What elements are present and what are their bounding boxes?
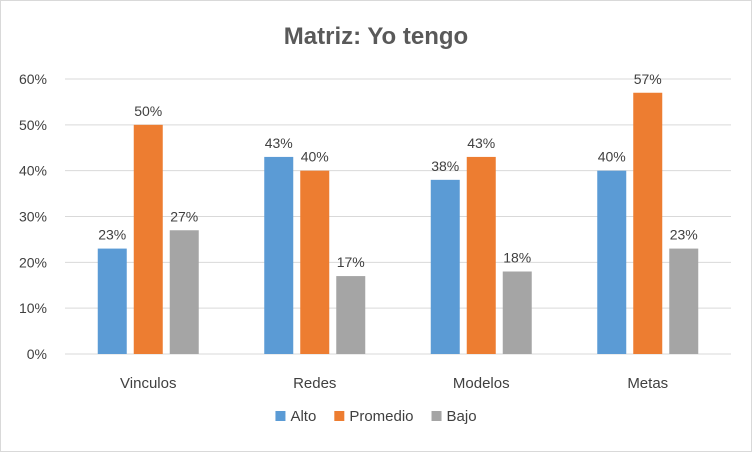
legend-swatch <box>334 411 345 421</box>
y-tick-label: 20% <box>19 254 47 270</box>
x-category-label: Vinculos <box>120 375 176 392</box>
data-label: 18% <box>503 250 531 266</box>
bars <box>97 92 699 354</box>
y-tick-label: 30% <box>19 209 47 225</box>
y-tick-label: 0% <box>27 346 47 362</box>
data-label: 38% <box>431 158 459 174</box>
legend-item-bajo: Bajo <box>431 408 477 425</box>
data-label: 43% <box>467 135 495 151</box>
y-tick-label: 50% <box>19 117 47 133</box>
y-tick-label: 10% <box>19 300 47 316</box>
y-tick-label: 40% <box>19 163 47 179</box>
y-axis-ticks: 0% 10% 20% 30% 40% 50% 60% <box>19 71 47 362</box>
data-label: 50% <box>134 103 162 119</box>
gridlines <box>65 78 731 355</box>
chart-title: Matriz: Yo tengo <box>284 23 468 50</box>
legend-swatch <box>275 411 286 421</box>
bar-bajo-modelos <box>502 271 532 354</box>
bar-alto-vinculos <box>97 248 127 354</box>
x-axis-categories: Vinculos Redes Modelos Metas <box>120 375 668 392</box>
bar-promedio-redes <box>300 170 330 354</box>
data-label: 40% <box>301 149 329 165</box>
x-category-label: Modelos <box>453 375 510 392</box>
bar-alto-metas <box>597 170 627 354</box>
bar-alto-redes <box>264 156 294 354</box>
legend-label: Bajo <box>447 408 477 425</box>
bar-bajo-redes <box>336 276 366 354</box>
data-label: 57% <box>634 71 662 87</box>
bar-alto-modelos <box>430 179 460 354</box>
bar-promedio-metas <box>633 92 663 354</box>
legend-item-promedio: Promedio <box>334 408 414 425</box>
legend-label: Promedio <box>349 408 413 425</box>
data-label: 17% <box>337 254 365 270</box>
bar-promedio-modelos <box>466 156 496 354</box>
data-label: 23% <box>98 227 126 243</box>
bar-promedio-vinculos <box>133 124 163 354</box>
x-category-label: Redes <box>293 375 336 392</box>
legend-label: Alto <box>290 408 316 425</box>
data-label: 27% <box>170 208 198 224</box>
legend-swatch <box>431 411 442 421</box>
x-category-label: Metas <box>627 375 668 392</box>
bar-bajo-metas <box>669 248 699 354</box>
bar-bajo-vinculos <box>169 230 199 354</box>
legend: Alto Promedio Bajo <box>275 408 477 425</box>
legend-item-alto: Alto <box>275 408 316 425</box>
y-tick-label: 60% <box>19 71 47 87</box>
data-label: 43% <box>265 135 293 151</box>
data-label: 23% <box>670 227 698 243</box>
data-labels: 23% 50% 27% 43% 40% 17% 38% 43% 18% 40% 57% 23% <box>98 71 698 270</box>
data-label: 40% <box>598 149 626 165</box>
